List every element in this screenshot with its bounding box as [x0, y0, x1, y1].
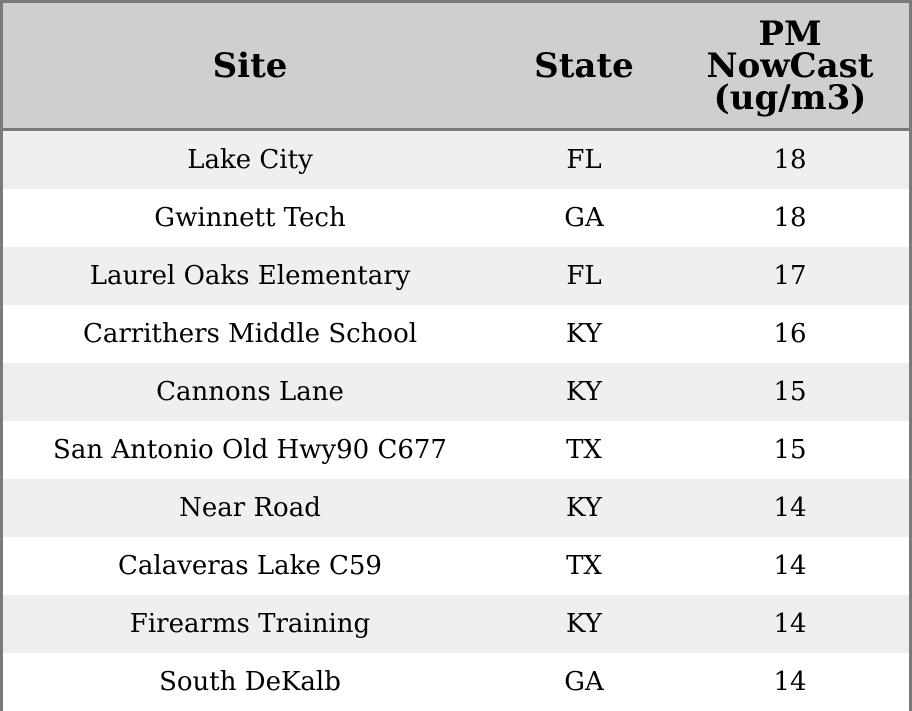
cell-state: TX	[497, 421, 671, 479]
cell-site: Laurel Oaks Elementary	[3, 247, 497, 305]
cell-site: South DeKalb	[3, 653, 497, 711]
cell-site: Cannons Lane	[3, 363, 497, 421]
table-row: Laurel Oaks Elementary FL 17	[3, 247, 909, 305]
header-site[interactable]: Site	[3, 3, 497, 131]
cell-site: Calaveras Lake C59	[3, 537, 497, 595]
table-row: Lake City FL 18	[3, 129, 909, 189]
table-header: Site State PM NowCast (ug/m3)	[3, 3, 909, 131]
header-pm-line3: (ug/m3)	[713, 77, 867, 118]
cell-state: KY	[497, 479, 671, 537]
header-pm-nowcast[interactable]: PM NowCast (ug/m3)	[671, 3, 909, 131]
cell-site: Lake City	[3, 129, 497, 189]
cell-pm-value: 18	[671, 129, 909, 189]
table-body: Lake City FL 18 Gwinnett Tech GA 18 Laur…	[3, 129, 909, 711]
cell-state: FL	[497, 247, 671, 305]
cell-pm-value: 17	[671, 247, 909, 305]
table-row: Calaveras Lake C59 TX 14	[3, 537, 909, 595]
cell-pm-value: 14	[671, 537, 909, 595]
cell-pm-value: 15	[671, 421, 909, 479]
cell-state: FL	[497, 129, 671, 189]
cell-pm-value: 14	[671, 479, 909, 537]
table-row: Gwinnett Tech GA 18	[3, 189, 909, 247]
cell-pm-value: 15	[671, 363, 909, 421]
cell-state: TX	[497, 537, 671, 595]
cell-pm-value: 16	[671, 305, 909, 363]
cell-state: KY	[497, 305, 671, 363]
table-row: Near Road KY 14	[3, 479, 909, 537]
cell-site: San Antonio Old Hwy90 C677	[3, 421, 497, 479]
cell-site: Carrithers Middle School	[3, 305, 497, 363]
table-row: San Antonio Old Hwy90 C677 TX 15	[3, 421, 909, 479]
header-pm-line1: PM	[758, 13, 822, 54]
cell-site: Near Road	[3, 479, 497, 537]
header-state[interactable]: State	[497, 3, 671, 131]
data-table: Site State PM NowCast (ug/m3) Lake City …	[3, 3, 909, 711]
table-row: Cannons Lane KY 15	[3, 363, 909, 421]
cell-pm-value: 14	[671, 653, 909, 711]
cell-state: GA	[497, 653, 671, 711]
header-row: Site State PM NowCast (ug/m3)	[3, 3, 909, 131]
table-row: Carrithers Middle School KY 16	[3, 305, 909, 363]
cell-state: KY	[497, 363, 671, 421]
cell-state: GA	[497, 189, 671, 247]
cell-site: Firearms Training	[3, 595, 497, 653]
header-pm-line2: NowCast	[706, 45, 874, 86]
cell-state: KY	[497, 595, 671, 653]
cell-pm-value: 14	[671, 595, 909, 653]
table-row: Firearms Training KY 14	[3, 595, 909, 653]
table-row: South DeKalb GA 14	[3, 653, 909, 711]
cell-site: Gwinnett Tech	[3, 189, 497, 247]
cell-pm-value: 18	[671, 189, 909, 247]
